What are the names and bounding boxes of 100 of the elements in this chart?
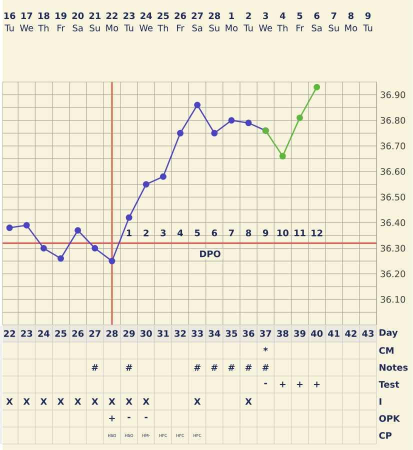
annotation: 8 <box>246 230 252 236</box>
text: 33 <box>192 330 204 337</box>
text: # <box>92 364 98 371</box>
annotation: 10 <box>278 230 289 236</box>
point <box>280 152 286 160</box>
text: - <box>128 416 131 418</box>
text: X <box>92 398 98 405</box>
text: 31 <box>158 330 170 337</box>
text: Sa <box>73 24 83 32</box>
text: We <box>20 24 34 32</box>
annotation: 6 <box>212 230 218 236</box>
point <box>314 84 320 90</box>
point <box>92 245 98 252</box>
text: Fr <box>296 24 304 32</box>
text: 24 <box>38 330 50 337</box>
text: CM <box>379 347 394 354</box>
text: Mo <box>226 24 238 32</box>
y-tick-label: 36.80 <box>380 116 406 124</box>
text: 34 <box>208 330 220 337</box>
text: 28 <box>106 330 118 337</box>
point <box>108 258 116 264</box>
text: X <box>74 398 82 405</box>
x-tick-label: 28 <box>209 12 220 20</box>
text: We <box>259 24 272 32</box>
x-tick-label: 24 <box>140 12 152 19</box>
annotation: 4 <box>178 230 184 236</box>
text: Fr <box>58 24 66 32</box>
point <box>160 173 167 180</box>
text: Sa <box>312 24 322 32</box>
text: X <box>126 398 133 405</box>
x-tick-label: 3 <box>263 12 268 20</box>
text: # <box>194 364 201 371</box>
y-tick-label: 36.50 <box>380 194 406 200</box>
annotation: 7 <box>229 230 234 236</box>
point <box>194 102 201 108</box>
x-tick-label: 9 <box>366 12 371 20</box>
text: 39 <box>294 330 306 337</box>
y-tick-label: 36.30 <box>380 244 406 252</box>
text: X <box>6 398 14 405</box>
x-tick-label: 2 <box>246 12 252 19</box>
x-tick-label: 16 <box>4 12 16 20</box>
x-tick-label: 22 <box>106 12 118 19</box>
point <box>296 114 304 122</box>
annotation: 12 <box>312 230 323 236</box>
text: # <box>126 364 132 371</box>
x-tick-label: 21 <box>90 12 101 19</box>
text: Th <box>38 24 49 32</box>
text: X <box>143 398 150 405</box>
point <box>246 120 252 126</box>
point <box>74 227 82 234</box>
x-tick-label: 23 <box>124 12 135 20</box>
x-tick-label: 18 <box>38 12 50 20</box>
text: 36 <box>243 330 255 337</box>
text: Tu <box>124 24 134 32</box>
text: CP <box>379 432 392 439</box>
text: Mo <box>106 24 118 32</box>
text: X <box>108 398 116 405</box>
x-tick-label: 25 <box>158 12 170 20</box>
x-tick-label: 5 <box>298 12 302 20</box>
text: # <box>211 364 218 371</box>
point <box>126 214 133 221</box>
text: X <box>194 398 201 405</box>
x-tick-label: 7 <box>332 12 337 19</box>
point <box>228 117 235 124</box>
text: # <box>228 364 235 371</box>
y-tick-label: 36.90 <box>380 91 406 98</box>
y-tick-label: 36.20 <box>380 270 406 278</box>
point <box>58 255 64 262</box>
text: 22 <box>4 330 16 337</box>
ref-line-label: DPO <box>200 250 221 258</box>
annotation: 1 <box>127 230 132 236</box>
y-tick-label: 36.40 <box>380 219 406 226</box>
text: Su <box>90 24 100 32</box>
text: + <box>280 382 286 388</box>
text: I <box>380 398 382 405</box>
text: 25 <box>55 330 67 337</box>
text: We <box>140 24 153 32</box>
text: 38 <box>277 330 289 337</box>
text: 42 <box>345 330 357 337</box>
text: Mo <box>345 24 358 32</box>
text: X <box>245 398 252 405</box>
annotation: 11 <box>294 230 306 236</box>
x-tick-label: 26 <box>174 12 186 20</box>
text: 41 <box>328 330 340 337</box>
annotation: 9 <box>263 230 268 236</box>
y-tick-label: 36.70 <box>380 142 406 150</box>
text: - <box>144 416 148 418</box>
text: X <box>24 398 30 405</box>
point <box>143 181 150 188</box>
annotation: 5 <box>195 230 200 236</box>
point <box>177 130 184 136</box>
text: + <box>109 416 116 422</box>
x-tick-label: 4 <box>280 12 286 19</box>
text: 26 <box>72 330 84 337</box>
annotation: 3 <box>160 230 166 236</box>
x-tick-label: 19 <box>56 12 67 20</box>
point <box>24 222 30 228</box>
text: 29 <box>124 330 135 337</box>
text: X <box>58 398 64 405</box>
point <box>6 224 14 232</box>
